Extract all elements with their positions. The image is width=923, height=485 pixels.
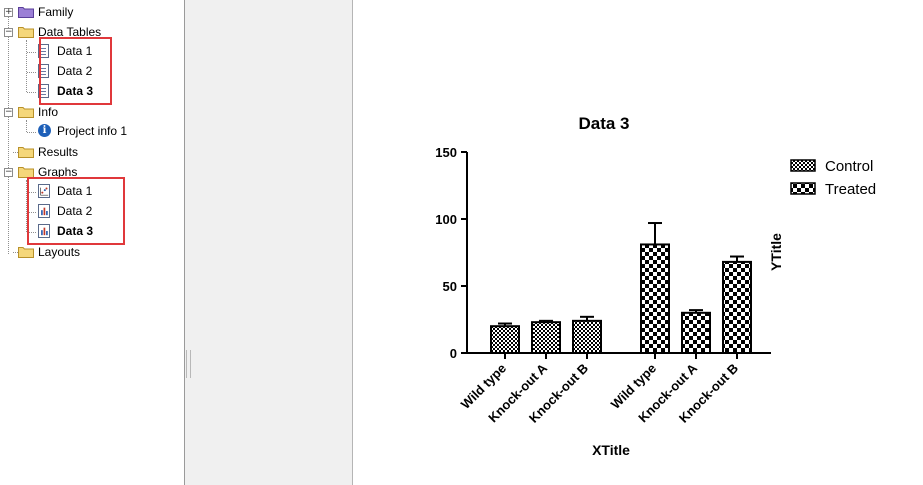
x-axis-title: XTitle — [592, 442, 630, 458]
y-tick-label: 150 — [435, 145, 457, 160]
splitter-grip[interactable] — [186, 350, 191, 378]
bar-graph-icon — [38, 224, 50, 238]
tree-connector — [27, 232, 36, 233]
tree-item-graph-2[interactable]: Data 2 — [0, 202, 180, 220]
bar — [640, 243, 670, 355]
tree-item-graph-3[interactable]: Data 3 — [0, 222, 180, 240]
tree-connector — [27, 72, 36, 73]
tree-item-graph-1[interactable]: Data 1 — [0, 182, 180, 200]
purple-folder-icon — [18, 7, 34, 18]
data-table-icon — [38, 84, 49, 98]
tree-connector — [27, 212, 36, 213]
tree-item-label: Layouts — [38, 245, 81, 259]
tree-connector — [13, 152, 18, 153]
tree-connector — [8, 14, 9, 254]
tree-connector — [26, 40, 27, 92]
tree-item-label: Family — [38, 5, 74, 19]
folder-icon — [18, 27, 34, 38]
empty-panel — [191, 0, 353, 485]
folder-icon — [18, 167, 34, 178]
tree-item-data-table-2[interactable]: Data 2 — [0, 62, 180, 80]
bar — [531, 321, 561, 354]
scatter-graph-icon — [38, 184, 50, 198]
folder-icon — [18, 147, 34, 158]
collapse-data-tables-button[interactable]: − — [4, 27, 13, 37]
tree-connector — [27, 52, 36, 53]
y-tick-label: 0 — [450, 346, 457, 361]
highlight-box-data-tables — [39, 37, 112, 105]
folder-icon — [18, 107, 34, 118]
tree-item-label: Info — [38, 105, 59, 119]
tree-item-layouts[interactable]: Layouts — [0, 243, 180, 261]
graph-sheet: Data 3 YTitle XTitle 0 50 100 150 Wild type… — [353, 0, 923, 485]
tree-connector — [26, 120, 27, 132]
tree-item-label: Data 2 — [57, 204, 93, 218]
tree-item-data-table-1[interactable]: Data 1 — [0, 42, 180, 60]
bar-graph-icon — [38, 204, 50, 218]
tree-item-project-info[interactable]: i Project info 1 — [0, 122, 180, 140]
tree-item-label: Data 3 — [57, 84, 94, 98]
legend-swatch — [790, 182, 816, 195]
tree-item-label: Graphs — [38, 165, 78, 179]
legend-label: Treated — [825, 181, 876, 198]
tree-item-data-tables[interactable]: Data Tables — [0, 23, 180, 41]
highlight-box-graphs — [27, 177, 125, 245]
tree-item-label: Data 3 — [57, 224, 94, 238]
pane-splitter[interactable] — [185, 0, 191, 485]
collapse-graphs-button[interactable]: − — [4, 167, 13, 177]
legend-label: Control — [825, 158, 873, 175]
data-table-icon — [38, 64, 49, 78]
y-axis-title: YTitle — [768, 233, 784, 271]
tree-item-label: Data 1 — [57, 44, 93, 58]
tree-item-label: Data 2 — [57, 64, 93, 78]
y-tick-label: 100 — [435, 212, 457, 227]
legend-swatch — [790, 159, 816, 172]
chart-title: Data 3 — [578, 114, 629, 133]
tree-item-label: Results — [38, 145, 79, 159]
tree-connector — [27, 92, 36, 93]
tree-item-data-table-3[interactable]: Data 3 — [0, 82, 180, 100]
bar — [722, 260, 752, 355]
tree-item-graphs[interactable]: Graphs — [0, 163, 180, 181]
tree-item-label: Data 1 — [57, 184, 93, 198]
folder-icon — [18, 247, 34, 258]
collapse-info-button[interactable]: − — [4, 107, 13, 117]
tree-item-label: Project info 1 — [57, 124, 128, 138]
tree-connector — [27, 132, 36, 133]
tree-connector — [26, 180, 27, 232]
project-navigator: + Family − Data Tables Data 1 Data 2 Dat… — [0, 0, 185, 485]
bar — [572, 319, 602, 354]
info-icon: i — [38, 124, 51, 137]
expand-family-button[interactable]: + — [4, 7, 13, 17]
bar — [490, 325, 520, 355]
tree-item-label: Data Tables — [38, 25, 102, 39]
tree-item-results[interactable]: Results — [0, 143, 180, 161]
tree-connector — [27, 192, 36, 193]
tree-connector — [13, 252, 18, 253]
tree-item-family[interactable]: Family — [0, 3, 180, 21]
tree-item-info[interactable]: Info — [0, 103, 180, 121]
bar — [681, 311, 711, 354]
y-tick-label: 50 — [443, 279, 457, 294]
data-table-icon — [38, 44, 49, 58]
